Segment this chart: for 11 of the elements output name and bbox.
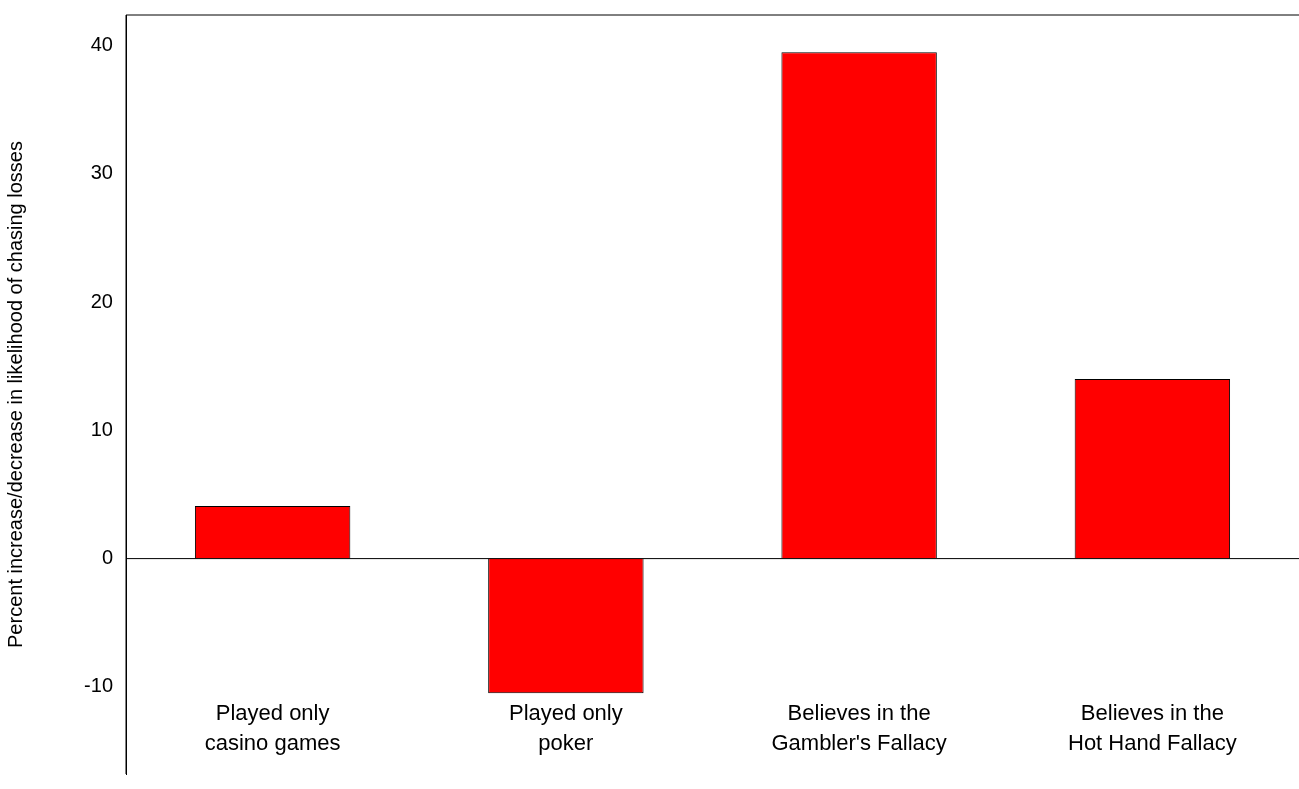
x-tick-label: Played only casino games bbox=[204, 700, 341, 756]
y-tick-label: 0 bbox=[101, 546, 113, 569]
x-tick-label: Played only poker bbox=[509, 700, 623, 756]
y-axis-title: Percent increase/decrease in likelihood of chasing losses bbox=[3, 141, 26, 648]
x-tick-label: Believes in the Hot Hand Fallacy bbox=[1068, 700, 1237, 756]
y-tick-label: 40 bbox=[90, 33, 113, 56]
y-tick-label: 30 bbox=[90, 161, 113, 184]
y-tick-label: 10 bbox=[90, 417, 113, 440]
x-tick-label: Believes in the Gambler's Fallacy bbox=[771, 700, 947, 756]
y-tick-label: -10 bbox=[84, 674, 113, 697]
y-tick-label: 20 bbox=[90, 289, 113, 312]
